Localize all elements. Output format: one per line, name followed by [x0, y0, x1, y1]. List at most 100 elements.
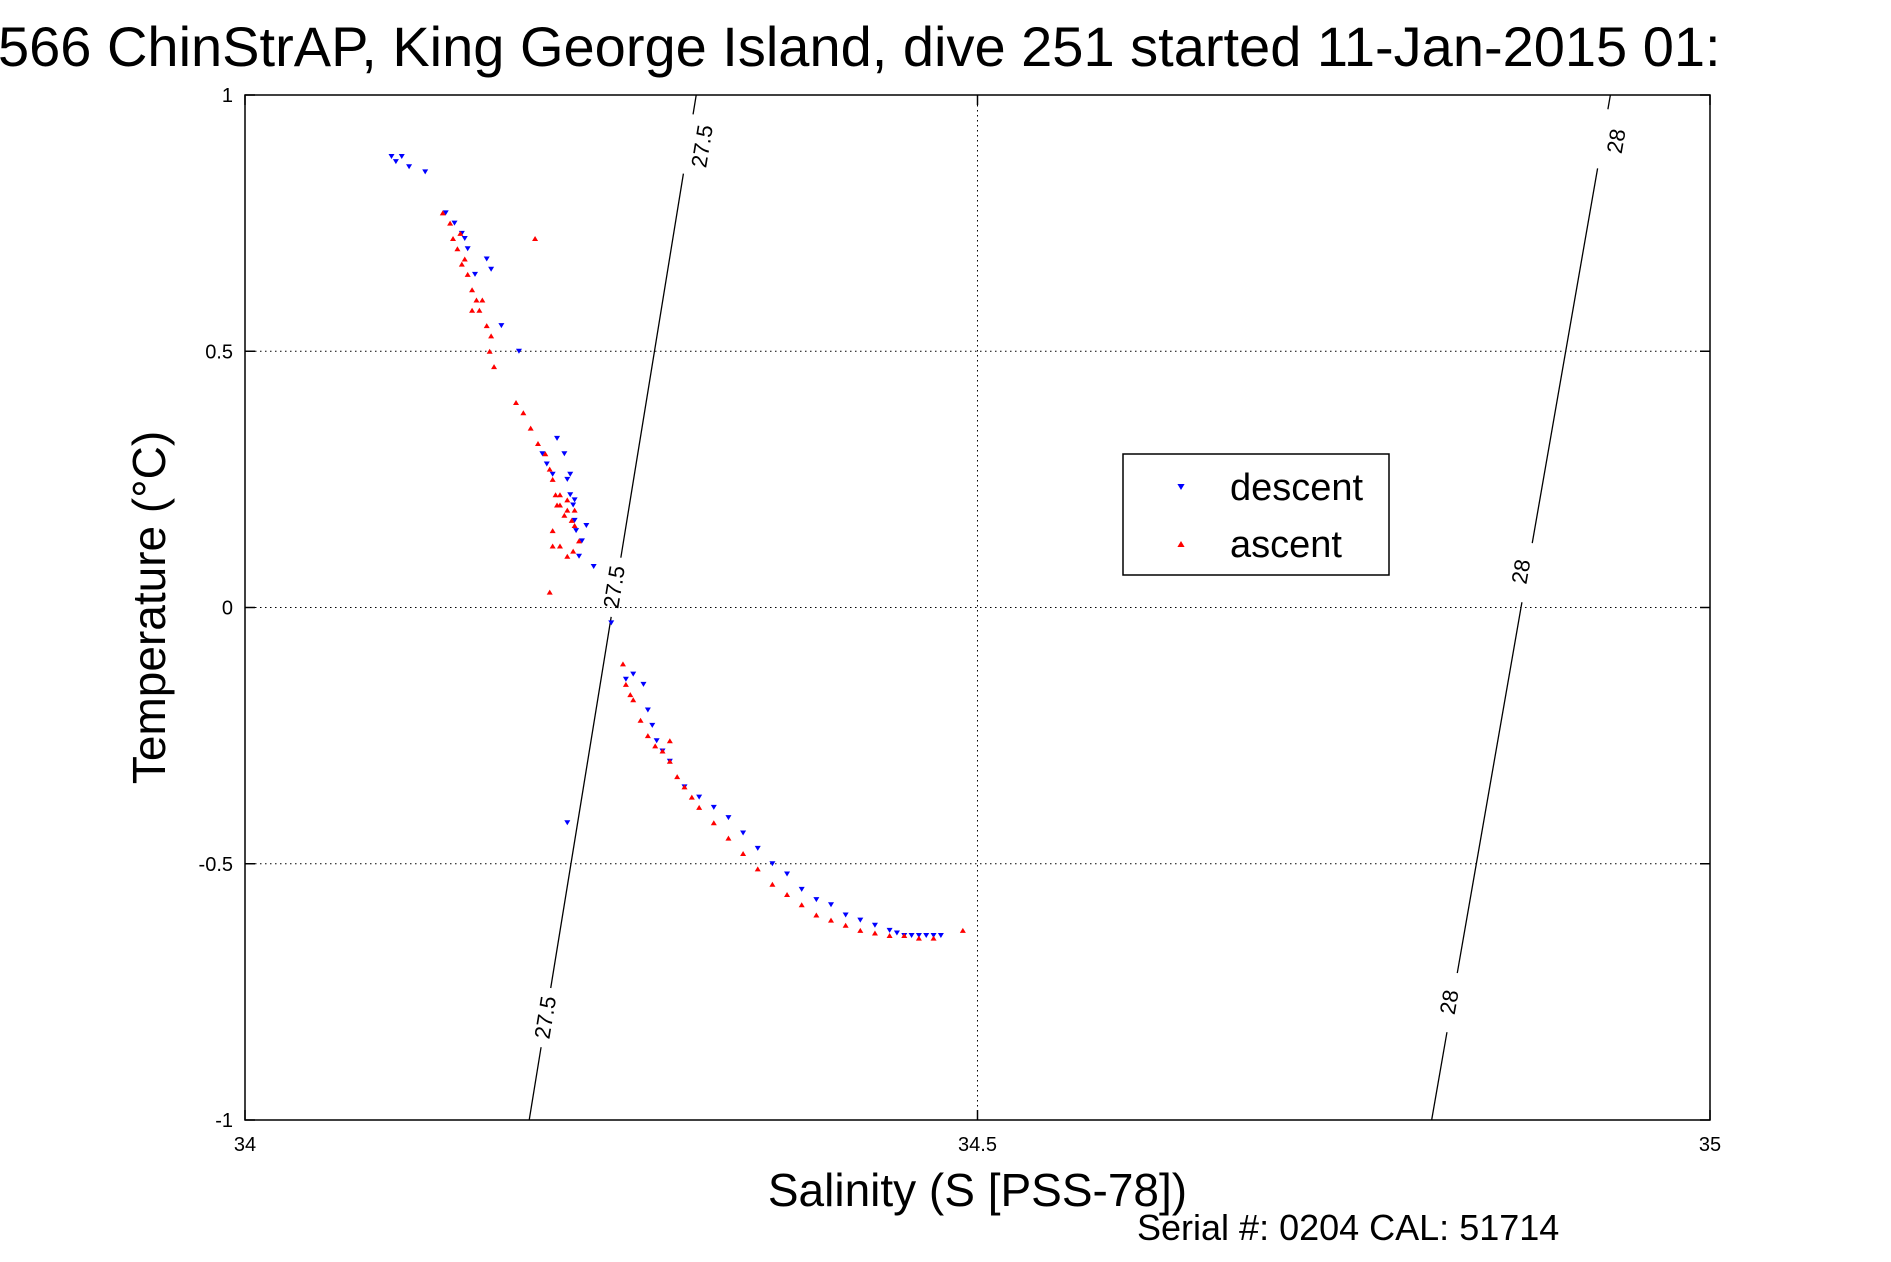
descent-point: [573, 528, 580, 534]
descent-point: [644, 707, 651, 713]
descent-point: [923, 933, 930, 938]
isopycnal-label: 28: [1435, 988, 1464, 1016]
ascent-point: [754, 866, 761, 872]
legend-entries: descent ascent: [1177, 467, 1364, 566]
isopycnal-line: [1531, 168, 1599, 544]
grid-lines: [245, 95, 1710, 1120]
ascent-point: [828, 917, 834, 923]
ascent-point: [473, 297, 480, 303]
ascent-point: [784, 892, 791, 897]
descent-point: [640, 681, 647, 687]
descent-point: [549, 471, 556, 477]
descent-point: [769, 861, 776, 867]
y-tick-label: -1: [215, 1110, 233, 1132]
descent-point: [392, 159, 399, 165]
ascent-point: [458, 261, 465, 267]
descent-point: [571, 497, 578, 503]
descent-point: [798, 886, 805, 892]
isopycnal-line: [550, 616, 612, 989]
descent-point: [483, 256, 490, 262]
ascent-point: [570, 548, 577, 554]
descent-point: [498, 323, 505, 329]
ascent-point: [644, 733, 651, 739]
x-tick-label: 34: [234, 1134, 256, 1156]
descent-point: [710, 804, 717, 810]
ascent-point: [857, 927, 864, 933]
ascent-point: [564, 553, 571, 559]
ascent-point: [901, 933, 908, 938]
legend-label-descent: descent: [1230, 467, 1364, 509]
ascent-point: [479, 297, 486, 303]
ascent-point: [725, 835, 732, 841]
descent-point: [649, 722, 656, 728]
ascent-point: [549, 528, 556, 534]
ascent-point: [556, 543, 563, 549]
descent-point: [554, 435, 561, 441]
ascent-point: [842, 922, 849, 928]
ascent-point: [568, 517, 575, 523]
descent-point: [567, 492, 574, 498]
isopycnal-line: [528, 1047, 542, 1121]
ascent-point: [546, 466, 553, 472]
data-series: [388, 154, 966, 941]
isopycnal-label: 28: [1602, 127, 1631, 155]
ascent-point: [571, 507, 578, 513]
descent-point: [422, 169, 429, 175]
legend-marker-descent: [1177, 484, 1185, 490]
ascent-point: [532, 236, 539, 241]
y-tick-label: 0: [222, 598, 233, 620]
legend-marker-ascent: [1177, 541, 1185, 547]
descent-point: [828, 902, 834, 908]
ascent-point: [457, 230, 464, 236]
descent-point: [539, 451, 546, 457]
descent-point: [583, 523, 590, 528]
ascent-point: [554, 502, 561, 508]
descent-point: [578, 538, 585, 544]
ascent-point: [659, 748, 666, 754]
ascent-point: [483, 323, 490, 329]
serial-cal-footer: Serial #: 0204 CAL: 51714: [1137, 1207, 1559, 1248]
ascent-point: [930, 935, 937, 941]
ascent-point: [556, 492, 563, 498]
y-tick-label: -0.5: [199, 854, 233, 876]
descent-point: [461, 236, 468, 241]
ascent-point: [561, 512, 568, 518]
descent-point: [561, 451, 568, 457]
descent-point: [608, 620, 615, 626]
ascent-point: [439, 210, 446, 216]
descent-point: [451, 220, 458, 226]
ascent-point: [476, 307, 483, 313]
ascent-point: [886, 933, 893, 938]
descent-point: [388, 154, 395, 159]
ascent-point: [630, 697, 637, 703]
ascent-point: [740, 851, 747, 856]
y-tick-label: 1: [222, 85, 233, 107]
descent-point: [406, 164, 413, 170]
descent-point: [570, 502, 577, 508]
ascent-point: [627, 692, 634, 698]
descent-point: [871, 922, 878, 928]
ascent-point: [491, 364, 498, 370]
descent-point: [576, 553, 583, 559]
descent-point: [653, 738, 660, 744]
y-tick-label: 0.5: [205, 341, 233, 363]
ascent-point: [454, 246, 461, 252]
descent-point: [857, 917, 864, 923]
ascent-point: [486, 348, 493, 354]
ascent-point: [564, 507, 571, 513]
isopycnal-line: [620, 173, 685, 558]
descent-point: [937, 933, 944, 938]
descent-point: [842, 912, 849, 918]
legend-label-ascent: ascent: [1230, 524, 1342, 566]
ascent-point: [871, 930, 878, 936]
ascent-point: [959, 927, 966, 933]
ascent-point: [666, 758, 673, 764]
descent-point: [908, 933, 915, 938]
ascent-point: [513, 400, 520, 405]
descent-point: [590, 564, 597, 569]
ascent-point: [535, 441, 541, 446]
chart-title: 566 ChinStrAP, King George Island, dive …: [0, 15, 1721, 78]
isopycnal-line: [1456, 602, 1523, 974]
ascent-point: [549, 476, 556, 482]
